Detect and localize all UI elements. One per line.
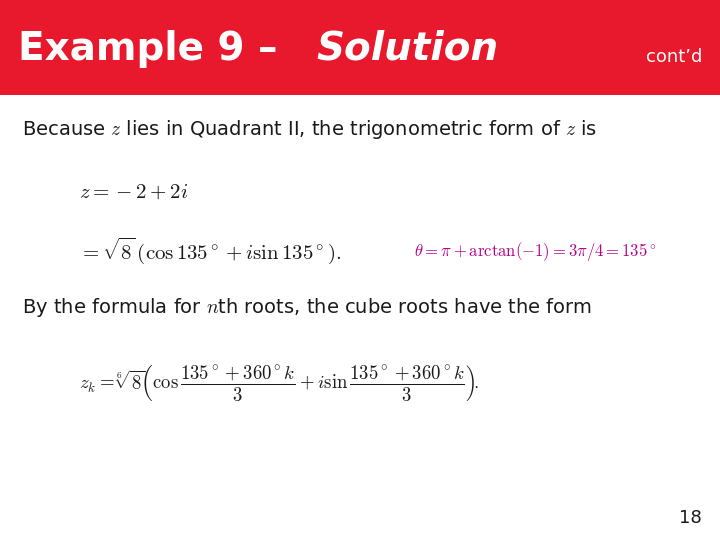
Text: $z_k = \sqrt[6]{8}\!\left(\cos\dfrac{135^\circ + 360^\circ k}{3} + i\sin\dfrac{1: $z_k = \sqrt[6]{8}\!\left(\cos\dfrac{135…	[79, 363, 480, 403]
Text: $z = -2 + 2i$: $z = -2 + 2i$	[79, 182, 189, 201]
Text: cont’d: cont’d	[646, 48, 702, 66]
Bar	[0, 0, 720, 94]
Text: Because $z$ lies in Quadrant II, the trigonometric form of $z$ is: Because $z$ lies in Quadrant II, the tri…	[22, 118, 597, 141]
Text: Solution: Solution	[317, 30, 499, 68]
Text: 18: 18	[679, 509, 702, 528]
Text: By the formula for $n$th roots, the cube roots have the form: By the formula for $n$th roots, the cube…	[22, 296, 592, 319]
Text: $= \sqrt{8}\,(\cos 135^\circ + i\sin 135^\circ).$: $= \sqrt{8}\,(\cos 135^\circ + i\sin 135…	[79, 236, 341, 266]
Text: $\theta = \pi + \mathrm{arctan}(-1) = 3\pi/4 = 135^\circ$: $\theta = \pi + \mathrm{arctan}(-1) = 3\…	[414, 240, 657, 262]
Text: Example 9 –: Example 9 –	[18, 30, 291, 68]
